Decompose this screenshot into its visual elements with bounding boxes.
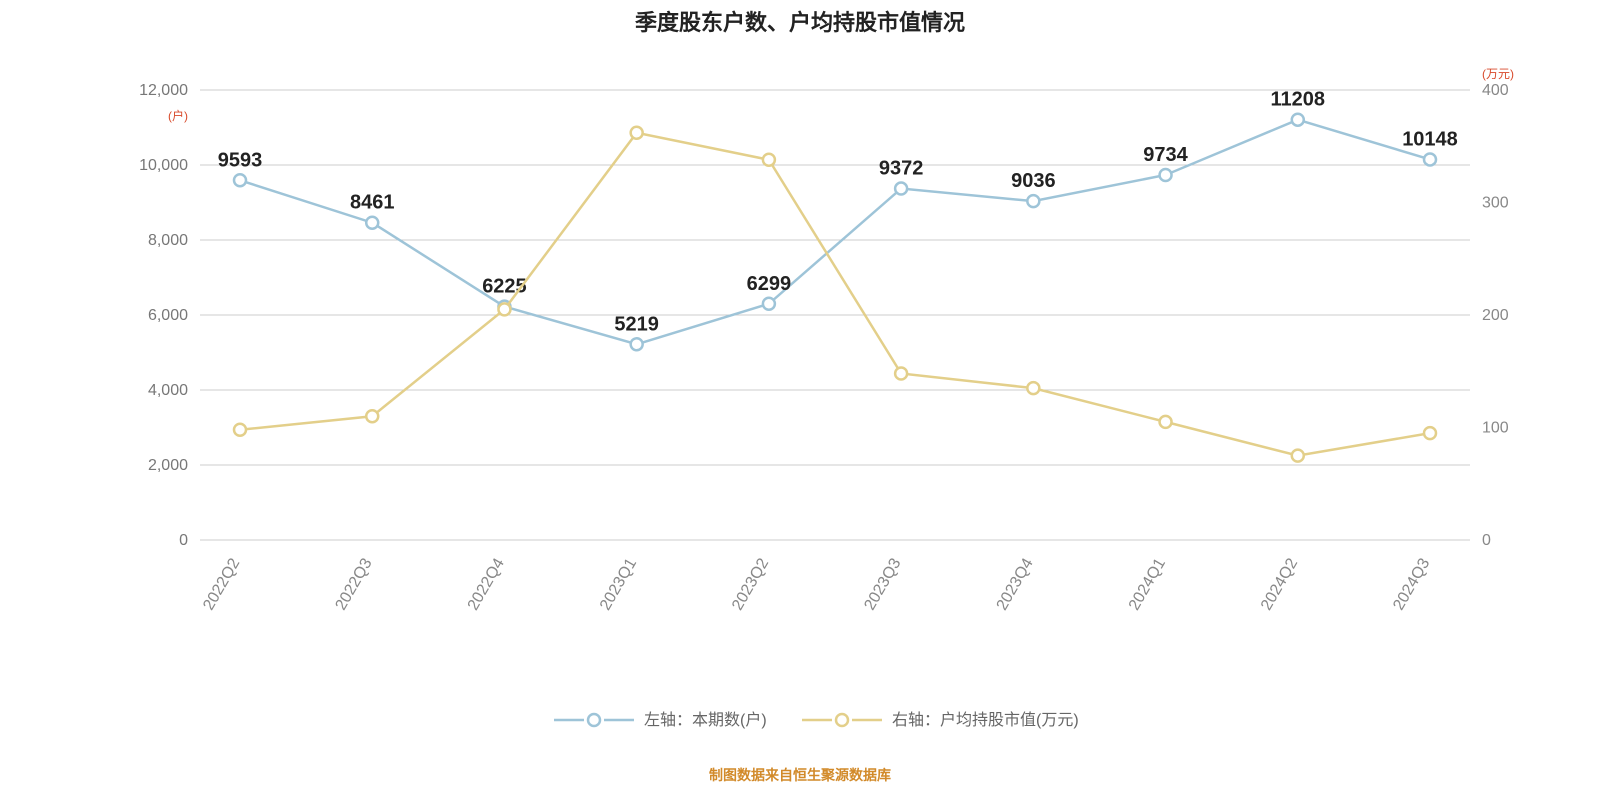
data-label-shareholders: 9036	[1011, 170, 1056, 192]
series-marker-avg_value	[1160, 416, 1172, 428]
y-right-unit: (万元)	[1482, 67, 1514, 81]
data-label-shareholders: 11208	[1271, 89, 1326, 111]
x-tick: 2024Q1	[1126, 555, 1169, 613]
series-marker-avg_value	[1027, 382, 1039, 394]
y-left-tick: 0	[179, 532, 188, 549]
series-line-avg_value	[240, 133, 1430, 456]
y-right-tick: 100	[1482, 420, 1509, 437]
data-label-shareholders: 9372	[879, 158, 924, 180]
series-line-shareholders	[240, 120, 1430, 345]
data-label-shareholders: 6299	[747, 273, 792, 295]
series-marker-shareholders	[1027, 195, 1039, 207]
y-right-tick: 200	[1482, 307, 1509, 324]
series-marker-shareholders	[1424, 153, 1436, 165]
chart-svg: 季度股东户数、户均持股市值情况 0 2,000 4,000 6,000 8,000 10,0…	[0, 0, 1600, 800]
legend-marker-icon	[836, 714, 848, 726]
chart-container: 季度股东户数、户均持股市值情况 0 2,000 4,000 6,000 8,000 10,0…	[0, 0, 1600, 800]
legend-label: 左轴：本期数(户)	[644, 711, 767, 729]
data-label-shareholders: 9734	[1143, 144, 1188, 166]
x-tick: 2024Q2	[1258, 555, 1301, 613]
legend-marker-icon	[588, 714, 600, 726]
chart-title: 季度股东户数、户均持股市值情况	[635, 10, 965, 35]
series-marker-shareholders	[895, 183, 907, 195]
series-marker-shareholders	[234, 174, 246, 186]
chart-credit: 制图数据来自恒生聚源数据库	[709, 767, 891, 783]
series-marker-avg_value	[1292, 450, 1304, 462]
x-tick: 2022Q3	[332, 555, 375, 613]
x-tick: 2022Q4	[465, 555, 508, 613]
data-label-shareholders: 10148	[1402, 128, 1458, 150]
series-marker-shareholders	[631, 338, 643, 350]
x-tick: 2023Q2	[729, 555, 772, 613]
y-right-tick: 400	[1482, 82, 1509, 99]
series-marker-shareholders	[1292, 114, 1304, 126]
y-left-tick: 8,000	[148, 232, 188, 249]
y-left-tick: 12,000	[139, 82, 188, 99]
series-marker-avg_value	[366, 410, 378, 422]
x-tick: 2022Q2	[200, 555, 243, 613]
x-tick: 2023Q3	[861, 555, 904, 613]
series-marker-avg_value	[1424, 427, 1436, 439]
series-marker-avg_value	[763, 154, 775, 166]
series-marker-avg_value	[234, 424, 246, 436]
legend-label: 右轴：户均持股市值(万元)	[892, 711, 1079, 729]
series-marker-avg_value	[895, 368, 907, 380]
series-marker-avg_value	[631, 127, 643, 139]
y-left-tick: 4,000	[148, 382, 188, 399]
y-left-tick: 10,000	[139, 157, 188, 174]
y-left-tick: 6,000	[148, 307, 188, 324]
series-marker-shareholders	[763, 298, 775, 310]
data-label-shareholders: 5219	[614, 313, 659, 335]
x-tick: 2023Q1	[597, 555, 640, 613]
y-left-tick: 2,000	[148, 457, 188, 474]
y-right-tick: 0	[1482, 532, 1491, 549]
y-left-unit: (户)	[168, 108, 188, 123]
data-label-shareholders: 8461	[350, 192, 395, 214]
data-label-shareholders: 9593	[218, 149, 263, 171]
series-marker-shareholders	[366, 217, 378, 229]
x-tick: 2023Q4	[994, 555, 1037, 613]
series-marker-shareholders	[1160, 169, 1172, 181]
series-marker-avg_value	[498, 303, 510, 315]
x-tick: 2024Q3	[1390, 555, 1433, 613]
y-right-tick: 300	[1482, 195, 1509, 212]
